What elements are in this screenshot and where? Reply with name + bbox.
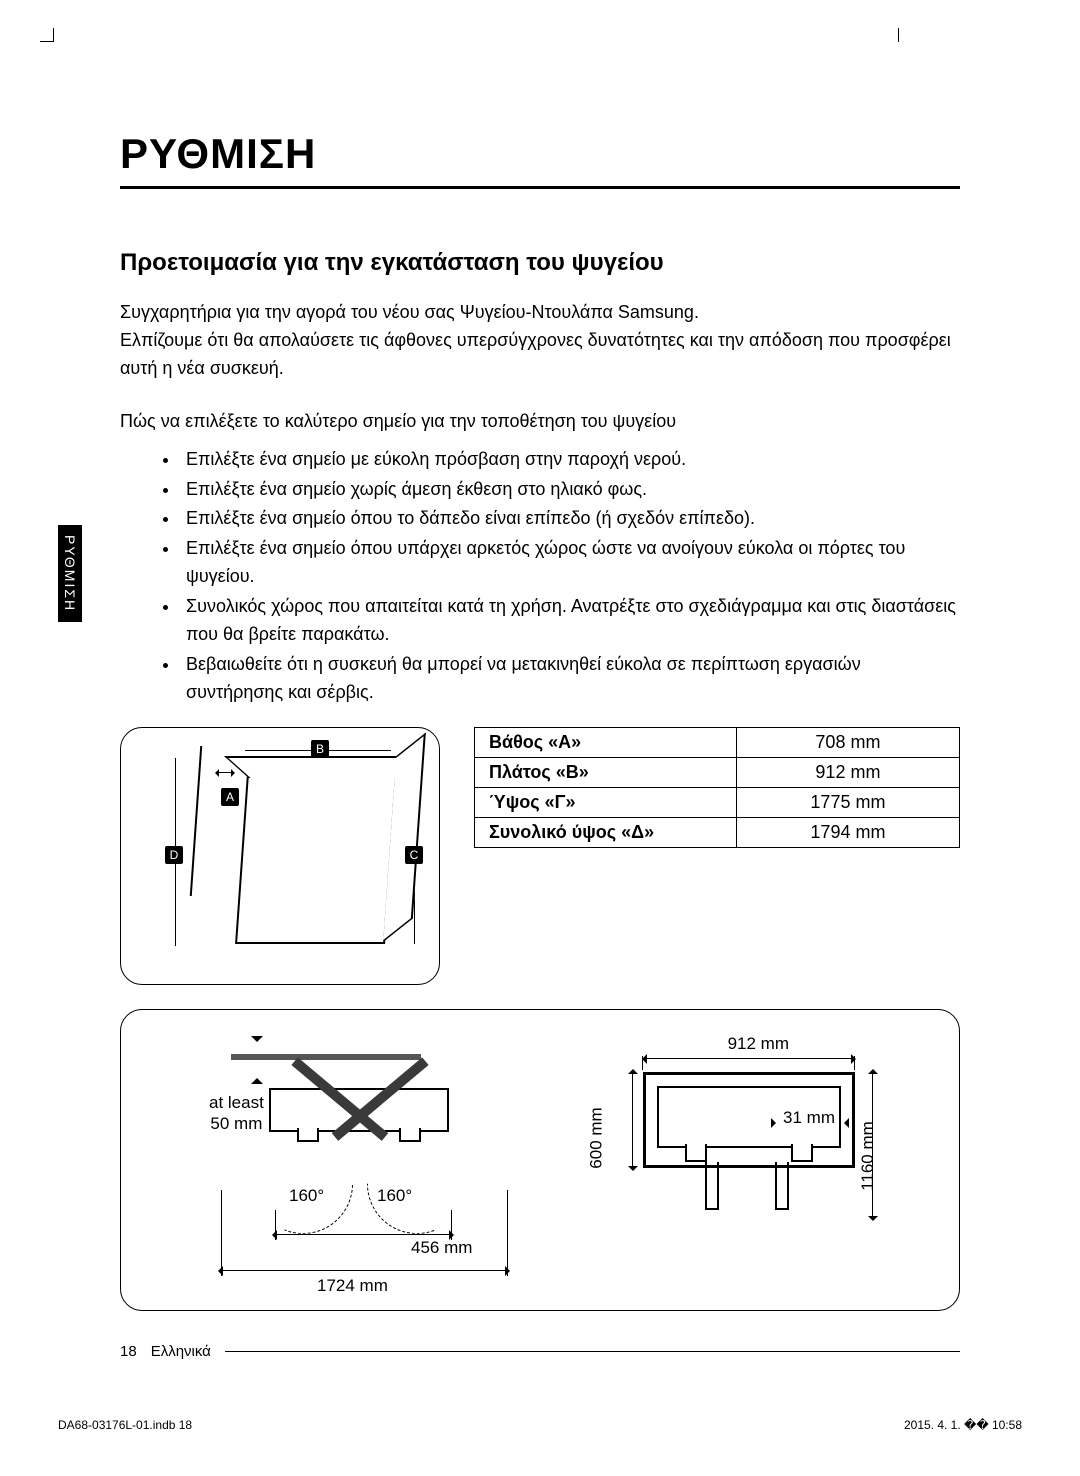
dim-456: 456 mm [411, 1238, 472, 1258]
figure-row: B A C D Βάθος «A» 708 mm Πλάτος «B» 912 … [120, 727, 960, 985]
angle-left: 160° [289, 1186, 324, 1206]
subtitle: Προετοιμασία για την εγκατάσταση του ψυγ… [120, 249, 960, 277]
dim-label: Συνολικό ύψος «Δ» [475, 817, 737, 847]
dim-value: 708 mm [736, 727, 959, 757]
howto-heading: Πώς να επιλέξετε το καλύτερο σημείο για … [120, 411, 960, 432]
table-row: Πλάτος «B» 912 mm [475, 757, 960, 787]
crop-mark-tr [898, 28, 900, 42]
dim-value: 1794 mm [736, 817, 959, 847]
bullet-list: Επιλέξτε ένα σημείο με εύκολη πρόσβαση σ… [120, 446, 960, 707]
intro-paragraph: Συγχαρητήρια για την αγορά του νέου σας … [120, 299, 960, 383]
dim-912: 912 mm [728, 1034, 789, 1054]
print-marks: DA68-03176L-01.indb 18 2015. 4. 1. �� 10… [58, 1418, 1022, 1432]
list-item: Συνολικός χώρος που απαιτείται κατά τη χ… [180, 593, 960, 649]
clearance-label: at least 50 mm [209, 1092, 264, 1135]
dim-label-d: D [165, 846, 183, 864]
print-date: 2015. 4. 1. �� 10:58 [904, 1418, 1022, 1432]
page-content: ΡΥΘΜΙΣΗ Προετοιμασία για την εγκατάσταση… [120, 130, 960, 1376]
dim-1724: 1724 mm [317, 1276, 388, 1296]
dim-label-c: C [405, 846, 423, 864]
table-row: Ύψος «Γ» 1775 mm [475, 787, 960, 817]
dim-label-a: A [221, 788, 239, 806]
table-row: Βάθος «A» 708 mm [475, 727, 960, 757]
list-item: Επιλέξτε ένα σημείο όπου το δάπεδο είναι… [180, 505, 960, 533]
list-item: Επιλέξτε ένα σημείο με εύκολη πρόσβαση σ… [180, 446, 960, 474]
list-item: Επιλέξτε ένα σημείο όπου υπάρχει αρκετός… [180, 535, 960, 591]
dim-label: Πλάτος «B» [475, 757, 737, 787]
dim-value: 1775 mm [736, 787, 959, 817]
figure-clearances: at least 50 mm 160° 160° 456 mm 1724 mm … [120, 1009, 960, 1311]
page-number: 18 [120, 1343, 137, 1360]
list-item: Επιλέξτε ένα σημείο χωρίς άμεση έκθεση σ… [180, 476, 960, 504]
main-title: ΡΥΘΜΙΣΗ [120, 130, 960, 189]
dimensions-table: Βάθος «A» 708 mm Πλάτος «B» 912 mm Ύψος … [474, 727, 960, 848]
dim-1160: 1160 mm [858, 1121, 878, 1191]
print-file: DA68-03176L-01.indb 18 [58, 1418, 192, 1432]
angle-right: 160° [377, 1186, 412, 1206]
dim-label: Ύψος «Γ» [475, 787, 737, 817]
figure-fridge-3d: B A C D [120, 727, 440, 985]
dim-label: Βάθος «A» [475, 727, 737, 757]
list-item: Βεβαιωθείτε ότι η συσκευή θα μπορεί να μ… [180, 651, 960, 707]
dim-31: 31 mm [783, 1108, 835, 1128]
page-footer: 18 Ελληνικά [120, 1343, 960, 1360]
crop-mark-tl [40, 28, 54, 42]
dim-label-b: B [311, 740, 329, 758]
dim-value: 912 mm [736, 757, 959, 787]
table-row: Συνολικό ύψος «Δ» 1794 mm [475, 817, 960, 847]
page-lang: Ελληνικά [151, 1343, 211, 1360]
dim-600: 600 mm [586, 1107, 606, 1168]
footer-rule [225, 1351, 960, 1352]
side-tab: ΡΥΘΜΙΣΗ [58, 525, 82, 622]
